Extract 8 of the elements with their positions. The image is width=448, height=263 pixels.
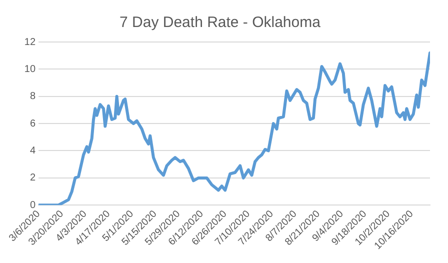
y-tick-label: 12 (24, 36, 36, 48)
y-tick-label: 8 (30, 91, 36, 102)
chart-title: 7 Day Death Rate - Oklahoma (120, 14, 322, 32)
y-tick-label: 6 (30, 118, 36, 130)
y-tick-label: 10 (24, 64, 36, 75)
y-tick-label: 0 (30, 200, 36, 211)
y-tick-label: 2 (30, 172, 36, 184)
y-tick-label: 4 (30, 146, 36, 156)
